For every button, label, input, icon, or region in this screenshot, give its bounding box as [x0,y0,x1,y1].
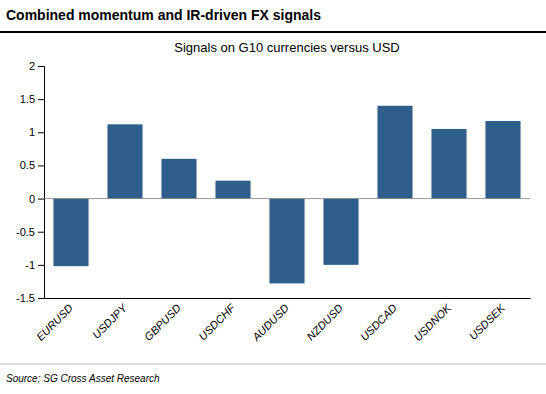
y-tick-mark [38,165,44,166]
bar [431,129,466,199]
y-tick-label: -1.5 [16,292,35,304]
bar [107,124,142,198]
y-tick: -1.5 [16,292,44,304]
bar [161,159,196,199]
source: Source: SG Cross Asset Research [6,373,160,384]
title-rule [0,31,546,33]
y-tick-mark [38,265,44,266]
y-axis: -1.5 -1 -0.5 0 0.5 1 1.5 2 [16,60,44,304]
x-tick-label: EURUSD [34,302,75,343]
zero-line [44,198,530,199]
x-tick: USDJPY [90,298,130,341]
bar [323,199,358,265]
x-tick-label: USDJPY [90,301,130,341]
y-tick-label: 2 [29,60,35,72]
y-tick-mark [38,99,44,100]
y-tick-mark [38,298,44,299]
y-axis-line [38,67,45,299]
y-tick-label: 0 [29,193,35,205]
y-tick: 1 [29,126,44,138]
x-axis-line [45,298,531,299]
chart: Combined momentum and IR-driven FX signa… [0,0,546,394]
x-axis: EURUSD USDJPY GBPUSD USDCHF AUDUSD NZDUSD USDC… [34,298,531,344]
y-tick-label: 0.5 [20,159,35,171]
y-tick-mark [38,199,44,200]
x-tick: AUDUSD [249,298,291,344]
title: Combined momentum and IR-driven FX signa… [6,7,321,23]
x-tick-label: USDNOK [411,301,453,343]
x-tick-label: NZDUSD [304,302,345,343]
bar [53,199,88,267]
x-tick: USDCHF [196,298,238,343]
x-tick-label: GBPUSD [142,302,183,343]
y-tick-mark [38,66,44,67]
y-tick: 0 [29,193,44,205]
bar [485,121,520,199]
y-tick: 2 [29,60,44,72]
y-tick-label: 1.5 [20,93,35,105]
y-tick-label: -0.5 [16,226,35,238]
y-tick: -0.5 [16,226,44,238]
source-rule [0,364,546,365]
bar [215,181,250,199]
bar [377,106,412,199]
x-tick-label: AUDUSD [249,302,291,344]
y-tick-label: -1 [25,259,35,271]
y-tick: 0.5 [20,159,44,171]
subtitle: Signals on G10 currencies versus USD [174,40,399,55]
x-tick-label: USDCAD [358,302,399,343]
y-tick-mark [38,132,44,133]
x-tick: EURUSD [34,298,75,343]
x-tick: USDCAD [358,298,399,343]
y-tick: -1 [25,259,44,271]
plot: -1.5 -1 -0.5 0 0.5 1 1.5 2 EURUSD USDJPY GBPUSD USD… [16,60,530,344]
y-tick: 1.5 [20,93,44,105]
x-tick: USDNOK [411,298,453,343]
x-tick-label: USDCHF [196,301,238,343]
y-tick-label: 1 [29,126,35,138]
y-tick-mark [38,232,44,233]
bars [53,106,520,284]
x-tick-label: USDSEK [467,301,508,342]
bar [269,199,304,284]
x-tick: USDSEK [467,298,508,342]
x-tick: NZDUSD [304,298,345,343]
x-tick: GBPUSD [142,298,183,343]
